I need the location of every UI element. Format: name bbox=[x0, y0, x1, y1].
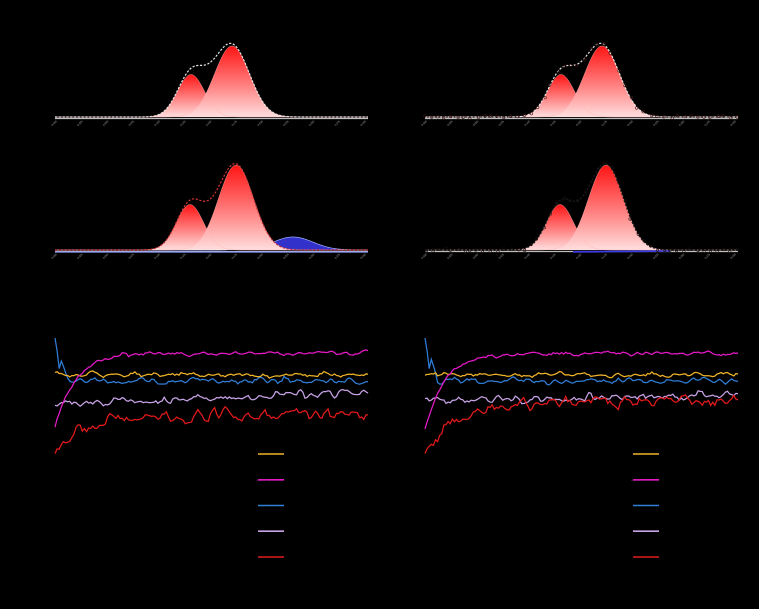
svg-text:e(2,5,0.4): e(2,5,0.4) bbox=[256, 478, 269, 482]
svg-text:e(2,5,0.4): e(2,5,0.4) bbox=[631, 478, 644, 482]
